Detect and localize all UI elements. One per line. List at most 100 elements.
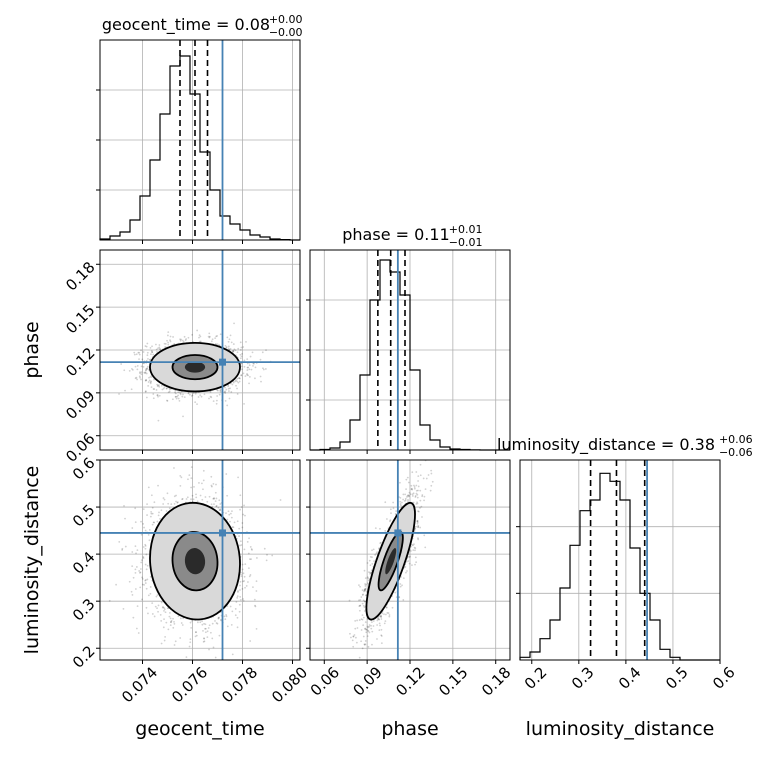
sample-point <box>143 526 145 529</box>
sample-point <box>156 394 159 397</box>
sample-point <box>172 336 174 338</box>
scatter-panel-phase-luminosity_distance <box>306 459 511 664</box>
sample-point <box>372 625 375 627</box>
sample-point <box>153 388 156 390</box>
sample-point <box>196 621 199 624</box>
sample-point <box>215 505 218 508</box>
sample-point <box>189 638 192 641</box>
sample-point <box>206 630 209 633</box>
title-geocent_time: geocent_time = 0.08 <box>102 15 270 35</box>
sample-point <box>229 512 232 515</box>
sample-point <box>142 556 145 558</box>
sample-point <box>149 346 152 349</box>
sample-point <box>363 643 366 646</box>
sample-point <box>371 556 373 559</box>
sample-point <box>248 368 251 371</box>
sample-point <box>235 384 237 387</box>
sample-point <box>187 391 190 394</box>
sample-point <box>218 634 221 637</box>
sample-point <box>134 365 137 368</box>
sample-point <box>211 637 214 640</box>
sample-point <box>243 580 246 582</box>
sample-point <box>157 610 159 613</box>
sample-point <box>128 580 131 583</box>
sample-point <box>240 365 243 368</box>
sample-point <box>241 352 243 355</box>
sample-point <box>141 598 143 601</box>
sample-point <box>168 507 171 510</box>
sample-point <box>207 627 210 629</box>
sample-point <box>198 334 201 337</box>
panel-content <box>310 460 510 660</box>
sample-point <box>358 656 361 659</box>
sample-point <box>380 618 383 620</box>
sample-point <box>144 369 147 372</box>
sample-point <box>144 379 147 382</box>
sample-point <box>238 380 241 383</box>
sample-point <box>416 522 419 525</box>
sample-point <box>203 622 205 625</box>
panel-content <box>100 460 300 660</box>
sample-point <box>214 620 216 622</box>
sample-point <box>242 372 245 375</box>
sample-point <box>247 581 249 583</box>
sample-point <box>181 624 184 626</box>
sample-point <box>236 380 239 383</box>
sample-point <box>216 395 219 397</box>
sample-point <box>229 347 232 350</box>
sample-point <box>228 513 231 516</box>
sample-point <box>144 543 147 546</box>
sample-point <box>236 387 238 390</box>
sample-point <box>246 366 249 369</box>
sample-point <box>262 367 264 370</box>
sample-point <box>144 529 147 532</box>
sample-point <box>118 540 121 543</box>
sample-point <box>135 353 138 356</box>
sample-point <box>217 617 220 620</box>
sample-point <box>134 568 137 571</box>
sample-point <box>152 521 155 524</box>
title-label: luminosity_distance = 0.38 <box>497 435 715 455</box>
sample-point <box>246 369 249 371</box>
sample-point <box>213 503 215 506</box>
sample-point <box>176 501 179 504</box>
sample-point <box>243 365 246 368</box>
sample-point <box>224 386 226 389</box>
sample-point <box>149 382 152 385</box>
sample-point <box>147 381 150 383</box>
sample-point <box>137 351 140 354</box>
sample-point <box>158 347 161 350</box>
sample-point <box>131 551 134 553</box>
sample-point <box>167 502 170 505</box>
sample-point <box>124 545 127 548</box>
sample-point <box>144 563 147 566</box>
hist-panel-luminosity_distance: luminosity_distance = 0.38 +0.06−0.06 <box>497 433 753 664</box>
sample-point <box>152 397 155 400</box>
sample-point <box>203 637 206 640</box>
sample-point <box>179 637 182 639</box>
sample-point <box>224 344 227 347</box>
sample-point <box>370 627 373 630</box>
sample-point <box>179 393 182 396</box>
sample-point <box>376 624 379 626</box>
sample-point <box>206 500 209 503</box>
sample-point <box>209 395 212 398</box>
sample-point <box>142 546 145 548</box>
sample-point <box>150 350 153 352</box>
sample-point <box>163 386 166 388</box>
sample-point <box>179 617 182 620</box>
sample-point <box>153 501 156 504</box>
sample-point <box>175 500 177 503</box>
sample-point <box>367 579 370 582</box>
sample-point <box>259 358 262 361</box>
sample-point <box>121 547 124 550</box>
sample-point <box>229 334 232 337</box>
sample-point <box>179 474 182 477</box>
sample-point <box>120 363 123 365</box>
sample-point <box>121 549 124 551</box>
sample-point <box>160 642 163 645</box>
sample-point <box>194 401 197 404</box>
sample-point <box>131 594 134 596</box>
sample-point <box>139 376 141 379</box>
sample-point <box>194 635 197 638</box>
